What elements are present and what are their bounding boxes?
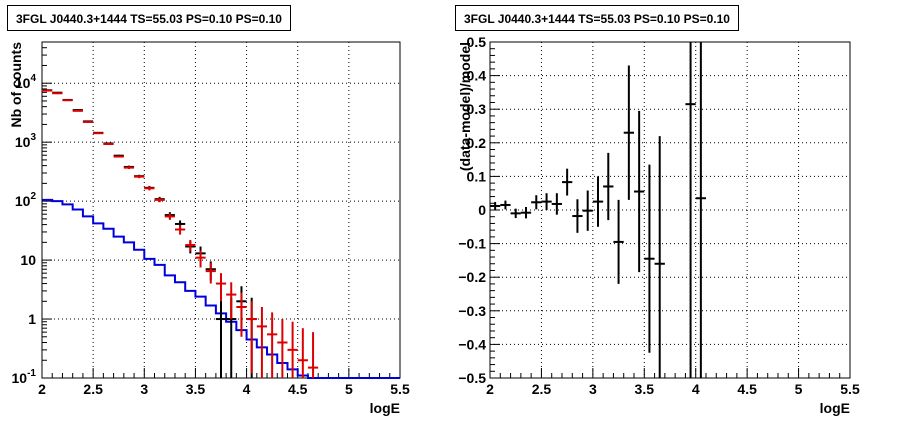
x-tick-label: 4.5	[288, 381, 308, 397]
y-tick-label: 0.1	[467, 168, 487, 184]
x-tick-label: 5	[795, 381, 803, 397]
x-tick-label: 3	[589, 381, 597, 397]
x-tick-label: 5.5	[390, 381, 410, 397]
y-tick-label: 102	[15, 191, 37, 209]
x-tick-label: 2	[486, 381, 494, 397]
x-tick-label: 4	[692, 381, 700, 397]
y-tick-label: −0.2	[458, 269, 486, 285]
x-tick-label: 4.5	[737, 381, 757, 397]
x-tick-label: 2.5	[532, 381, 552, 397]
x-axis-title: logE	[370, 400, 400, 416]
y-tick-label: 0.5	[467, 34, 487, 50]
y-tick-label: −0.1	[458, 236, 486, 252]
x-tick-label: 5.5	[840, 381, 860, 397]
residuals-title: 3FGL J0440.3+1444 TS=55.03 PS=0.10 PS=0.…	[455, 5, 739, 31]
y-axis-title: (data-model)/model	[457, 42, 473, 171]
y-tick-label: −0.5	[458, 370, 486, 386]
x-axis-title: logE	[820, 400, 850, 416]
x-tick-label: 3.5	[635, 381, 655, 397]
y-tick-label: −0.4	[458, 336, 486, 352]
source-model-histogram	[42, 198, 400, 379]
y-tick-label: −0.3	[458, 303, 486, 319]
y-tick-label: 10-1	[12, 368, 37, 386]
counts-title: 3FGL J0440.3+1444 TS=55.03 PS=0.10 PS=0.…	[7, 5, 291, 31]
y-tick-label: 1	[28, 311, 36, 327]
y-tick-label: 0.2	[467, 135, 487, 151]
y-tick-label: 0.4	[467, 68, 487, 84]
y-tick-label: 0	[478, 202, 486, 218]
x-tick-label: 3.5	[186, 381, 206, 397]
x-tick-label: 4	[243, 381, 251, 397]
x-tick-label: 5	[345, 381, 353, 397]
x-tick-label: 3	[140, 381, 148, 397]
y-tick-label: 103	[15, 132, 37, 150]
y-tick-label: 0.3	[467, 101, 487, 117]
x-tick-label: 2	[38, 381, 46, 397]
y-tick-label: 10	[20, 252, 36, 268]
x-tick-label: 2.5	[83, 381, 103, 397]
y-axis-title: Nb of counts	[8, 42, 24, 128]
residuals-panel: 2 2.5 3 3.5 4 4.5 5 5.5 −0.5 −0.4 −0.3 −0.2 −0.1 0 0.1…	[457, 34, 860, 416]
